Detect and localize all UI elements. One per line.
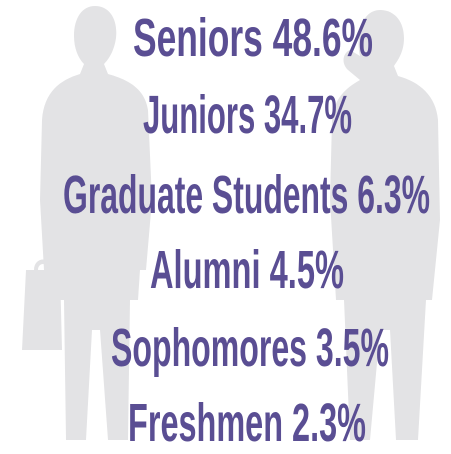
stat-line: Seniors 48.6% [133, 8, 373, 68]
infographic: Seniors 48.6% Juniors 34.7% Graduate Stu… [0, 0, 451, 454]
stat-line: Alumni 4.5% [150, 240, 344, 300]
stat-label: Sophomores [111, 318, 307, 378]
stat-line: Sophomores 3.5% [111, 318, 389, 378]
stat-label: Alumni [150, 240, 261, 300]
stat-label: Juniors [143, 85, 255, 145]
stat-share: 48.6% [273, 8, 373, 68]
stat-label: Graduate Students [63, 165, 348, 225]
stat-share: 34.7% [264, 85, 352, 145]
stat-share: 6.3% [357, 165, 430, 225]
stat-share: 4.5% [270, 240, 344, 300]
left-bag [22, 260, 62, 351]
stat-label: Seniors [133, 8, 263, 68]
stat-line: Graduate Students 6.3% [63, 165, 430, 225]
stat-line: Juniors 34.7% [143, 85, 352, 145]
stat-line: Freshmen 2.3% [128, 393, 366, 453]
stat-label: Freshmen [128, 393, 283, 453]
stat-share: 2.3% [292, 393, 366, 453]
stat-share: 3.5% [316, 318, 389, 378]
